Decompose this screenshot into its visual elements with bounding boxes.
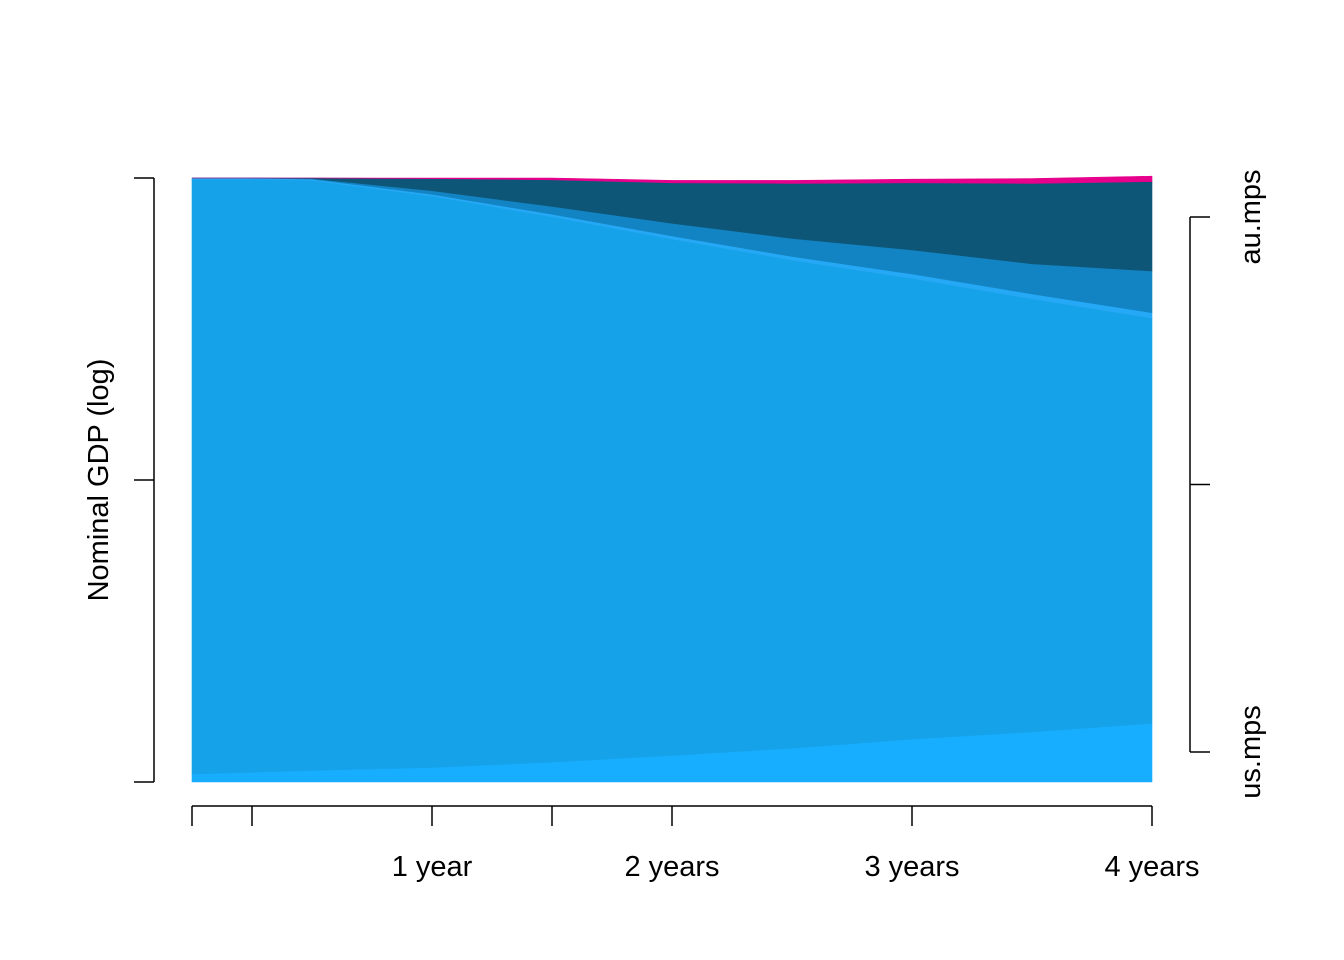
right-axis-label: au.mps [1235,169,1267,264]
area-series-group [191,175,1153,783]
area-series-6 [192,175,1153,184]
x-tick-label: 2 years [624,851,719,883]
x-tick-label: 4 years [1104,851,1199,883]
y-axis-title: Nominal GDP (log) [83,359,115,602]
x-axis: 1 year 2 years 3 years 4 years [191,805,1200,883]
x-tick-label: 3 years [864,851,959,883]
right-axis-label: us.mps [1235,705,1267,798]
y-axis-left [134,177,155,783]
x-tick-label: 1 year [392,851,473,883]
y-axis-right: us.mps au.mps [1189,169,1267,799]
